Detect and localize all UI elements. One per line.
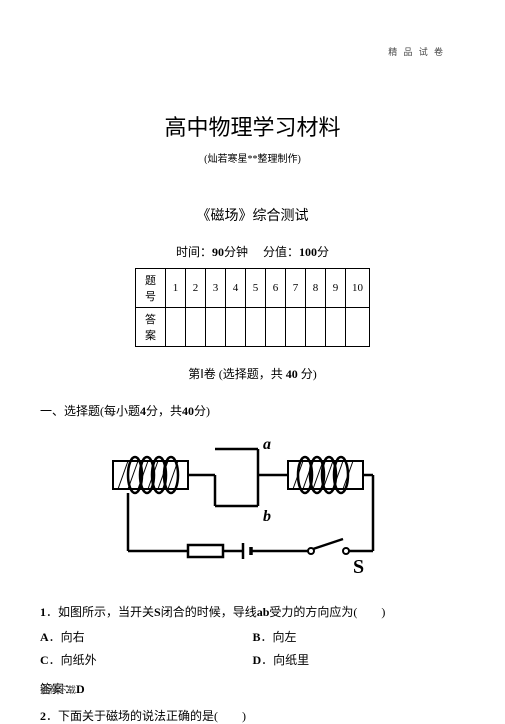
col-num: 5 xyxy=(246,269,266,308)
option-c: C．向纸外 xyxy=(40,651,253,668)
answer-cell xyxy=(346,308,370,347)
q-s: S xyxy=(154,605,161,619)
label-s: S xyxy=(353,556,364,578)
qs-total: 40 xyxy=(182,404,194,418)
q1-answer: 答案：D xyxy=(40,680,465,697)
opt-text: ．向纸里 xyxy=(261,653,309,667)
option-b: B．向左 xyxy=(253,628,466,645)
answer-cell xyxy=(206,308,226,347)
opt-letter: B xyxy=(253,630,261,644)
time-value: 90 xyxy=(212,245,224,259)
col-num: 8 xyxy=(306,269,326,308)
score-label: 分值： xyxy=(263,245,299,259)
test-title: 《磁场》综合测试 xyxy=(40,205,465,225)
row-label: 题号 xyxy=(136,269,166,308)
sec-points: 40 xyxy=(286,367,298,381)
main-title: 高中物理学习材料 xyxy=(40,110,465,142)
label-b: b xyxy=(263,508,271,525)
section-1-title: 第Ⅰ卷 (选择题，共 40 分) xyxy=(40,365,465,382)
col-num: 9 xyxy=(326,269,346,308)
opt-text: ．向纸外 xyxy=(49,653,97,667)
time-label: 时间： xyxy=(176,245,212,259)
label-a: a xyxy=(263,436,271,453)
circuit-diagram: a b S xyxy=(40,431,465,585)
opt-letter: D xyxy=(253,653,262,667)
col-num: 7 xyxy=(286,269,306,308)
question-2: 2．下面关于磁场的说法正确的是( ) xyxy=(40,707,465,724)
answer-cell xyxy=(226,308,246,347)
opt-text: ．向左 xyxy=(261,630,297,644)
opt-letter: A xyxy=(40,630,49,644)
header-brand: 精 品 试 卷 xyxy=(388,45,445,58)
sec-pre: 第Ⅰ卷 (选择题，共 xyxy=(188,367,286,381)
q-text2: 闭合的时候，导线 xyxy=(161,605,257,619)
ans-value: D xyxy=(76,682,85,696)
footer-text: 推荐下载 xyxy=(40,683,76,696)
answer-cell xyxy=(326,308,346,347)
col-num: 4 xyxy=(226,269,246,308)
time-score-line: 时间：90分钟 分值：100分 xyxy=(40,243,465,260)
answer-cell xyxy=(166,308,186,347)
score-value: 100 xyxy=(299,245,317,259)
col-num: 6 xyxy=(266,269,286,308)
score-unit: 分 xyxy=(317,245,329,259)
question-section-header: 一、选择题(每小题4分，共40分) xyxy=(40,402,465,419)
q-text3: 受力的方向应为( ) xyxy=(269,605,385,619)
col-num: 1 xyxy=(166,269,186,308)
col-num: 2 xyxy=(186,269,206,308)
answer-cell xyxy=(246,308,266,347)
option-d: D．向纸里 xyxy=(253,651,466,668)
q-text: ．下面关于磁场的说法正确的是( ) xyxy=(46,709,246,723)
qs-post: 分) xyxy=(194,404,210,418)
opt-letter: C xyxy=(40,653,49,667)
answer-cell xyxy=(286,308,306,347)
answer-cell xyxy=(266,308,286,347)
answer-cell xyxy=(306,308,326,347)
col-num: 3 xyxy=(206,269,226,308)
answer-table: 题号 1 2 3 4 5 6 7 8 9 10 答案 xyxy=(135,268,370,347)
row-label: 答案 xyxy=(136,308,166,347)
qs-pre: 一、选择题(每小题 xyxy=(40,404,140,418)
table-row: 答案 xyxy=(136,308,370,347)
col-num: 10 xyxy=(346,269,370,308)
qs-mid: 分，共 xyxy=(146,404,182,418)
question-1: 1．如图所示，当开关S闭合的时候，导线ab受力的方向应为( ) xyxy=(40,603,465,620)
q-ab: ab xyxy=(257,605,270,619)
option-a: A．向右 xyxy=(40,628,253,645)
time-unit: 分钟 xyxy=(224,245,248,259)
subtitle: (灿若寒星**整理制作) xyxy=(40,150,465,165)
q1-options: A．向右 B．向左 C．向纸外 D．向纸里 xyxy=(40,628,465,674)
opt-text: ．向右 xyxy=(49,630,85,644)
answer-cell xyxy=(186,308,206,347)
table-row: 题号 1 2 3 4 5 6 7 8 9 10 xyxy=(136,269,370,308)
q-text: ．如图所示，当开关 xyxy=(46,605,154,619)
sec-post: 分) xyxy=(298,367,317,381)
